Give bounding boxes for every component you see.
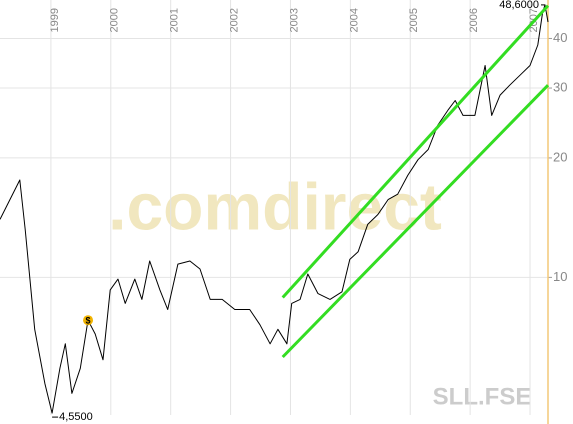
y-tick-label: 30 [553,79,567,94]
symbol: SLL.FSE [433,383,532,410]
annotation: $ [86,316,91,326]
x-tick-label: 2002 [228,8,240,32]
trend-channel [281,4,550,299]
y-tick-label: 20 [553,149,567,164]
y-tick-label: 40 [553,30,567,45]
annotation: 48,6000 [499,0,539,11]
x-tick-label: 2005 [408,8,420,32]
x-tick-label: 1999 [49,8,61,32]
x-tick-label: 2000 [109,8,121,32]
watermark: .comdirect [108,169,442,243]
annotation: 4,5500 [59,411,93,423]
dividend-marker [83,315,94,326]
x-tick-label: 2001 [169,8,181,32]
x-tick-label: 2004 [348,8,360,32]
x-tick-label: 2003 [288,8,300,32]
x-tick-label: 2006 [468,8,480,32]
trend-channel [281,84,550,359]
y-tick-label: 10 [553,269,567,284]
